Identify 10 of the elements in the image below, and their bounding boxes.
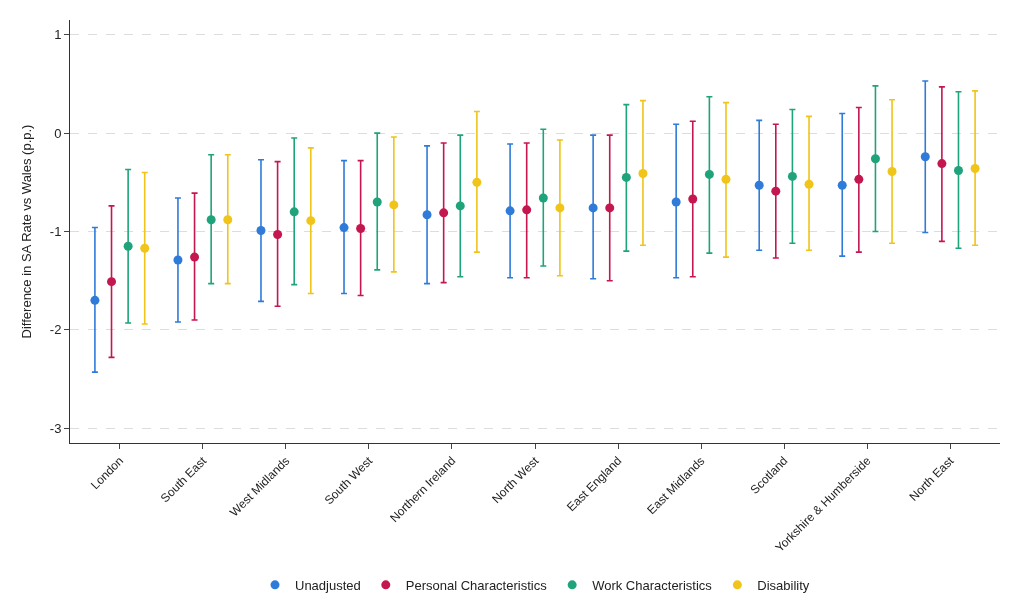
legend-label: Work Characteristics [592, 577, 713, 593]
y-tick-label: -2 [49, 322, 62, 338]
legend-label: Unadjusted [295, 577, 361, 593]
y-tick-label: 1 [54, 27, 62, 43]
legend-label: Personal Characteristics [405, 577, 548, 593]
legend-label: Disability [757, 577, 810, 593]
y-tick-label: 0 [54, 125, 62, 141]
y-axis-title: Difference in SA Rate vs Wales (p.p.) [18, 124, 34, 339]
y-tick-label: -3 [49, 420, 62, 436]
y-tick-label: -1 [49, 224, 62, 240]
